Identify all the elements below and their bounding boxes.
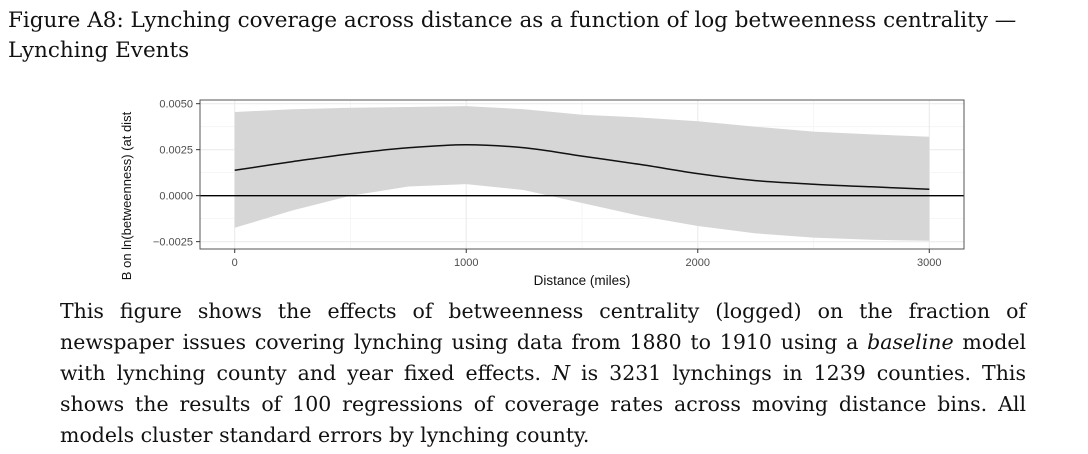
caption-part-2: model with lynching county and year fixe… bbox=[60, 330, 1027, 385]
estimate-line bbox=[234, 143, 930, 190]
x-tick-label: 3000 bbox=[917, 257, 941, 269]
x-axis-title: Distance (miles) bbox=[534, 273, 631, 288]
y-axis-title: B on ln(betweenness) (at dist bbox=[119, 111, 134, 280]
caption-n-symbol: N bbox=[552, 361, 571, 385]
figure-title: Figure A8: Lynching coverage across dist… bbox=[8, 6, 1083, 66]
y-tick-label: 0.0025 bbox=[159, 145, 193, 157]
x-tick-label: 2000 bbox=[686, 257, 710, 269]
y-tick-label: 0.0000 bbox=[159, 191, 193, 203]
y-tick-label: −0.0025 bbox=[153, 237, 193, 249]
x-tick-label: 1000 bbox=[454, 257, 478, 269]
caption-part-3: is 3231 lynchings in 1239 counties. This… bbox=[60, 361, 1026, 447]
figure-caption: This figure shows the effects of between… bbox=[60, 296, 1026, 451]
y-tick-label: 0.0050 bbox=[159, 99, 193, 111]
caption-part-1: This figure shows the effects of between… bbox=[60, 299, 1026, 354]
x-tick-label: 0 bbox=[232, 257, 238, 269]
plot-panel bbox=[200, 100, 964, 249]
plot-panel-border bbox=[199, 99, 965, 250]
plot-layer: −0.0025 0.0000 0.0025 0.0050 0 1000 2000 3000 bbox=[153, 99, 965, 269]
confidence-ribbon bbox=[234, 106, 930, 241]
figure-title-text: Figure A8: Lynching coverage across dist… bbox=[8, 8, 1017, 63]
caption-italic-word: baseline bbox=[867, 330, 954, 354]
